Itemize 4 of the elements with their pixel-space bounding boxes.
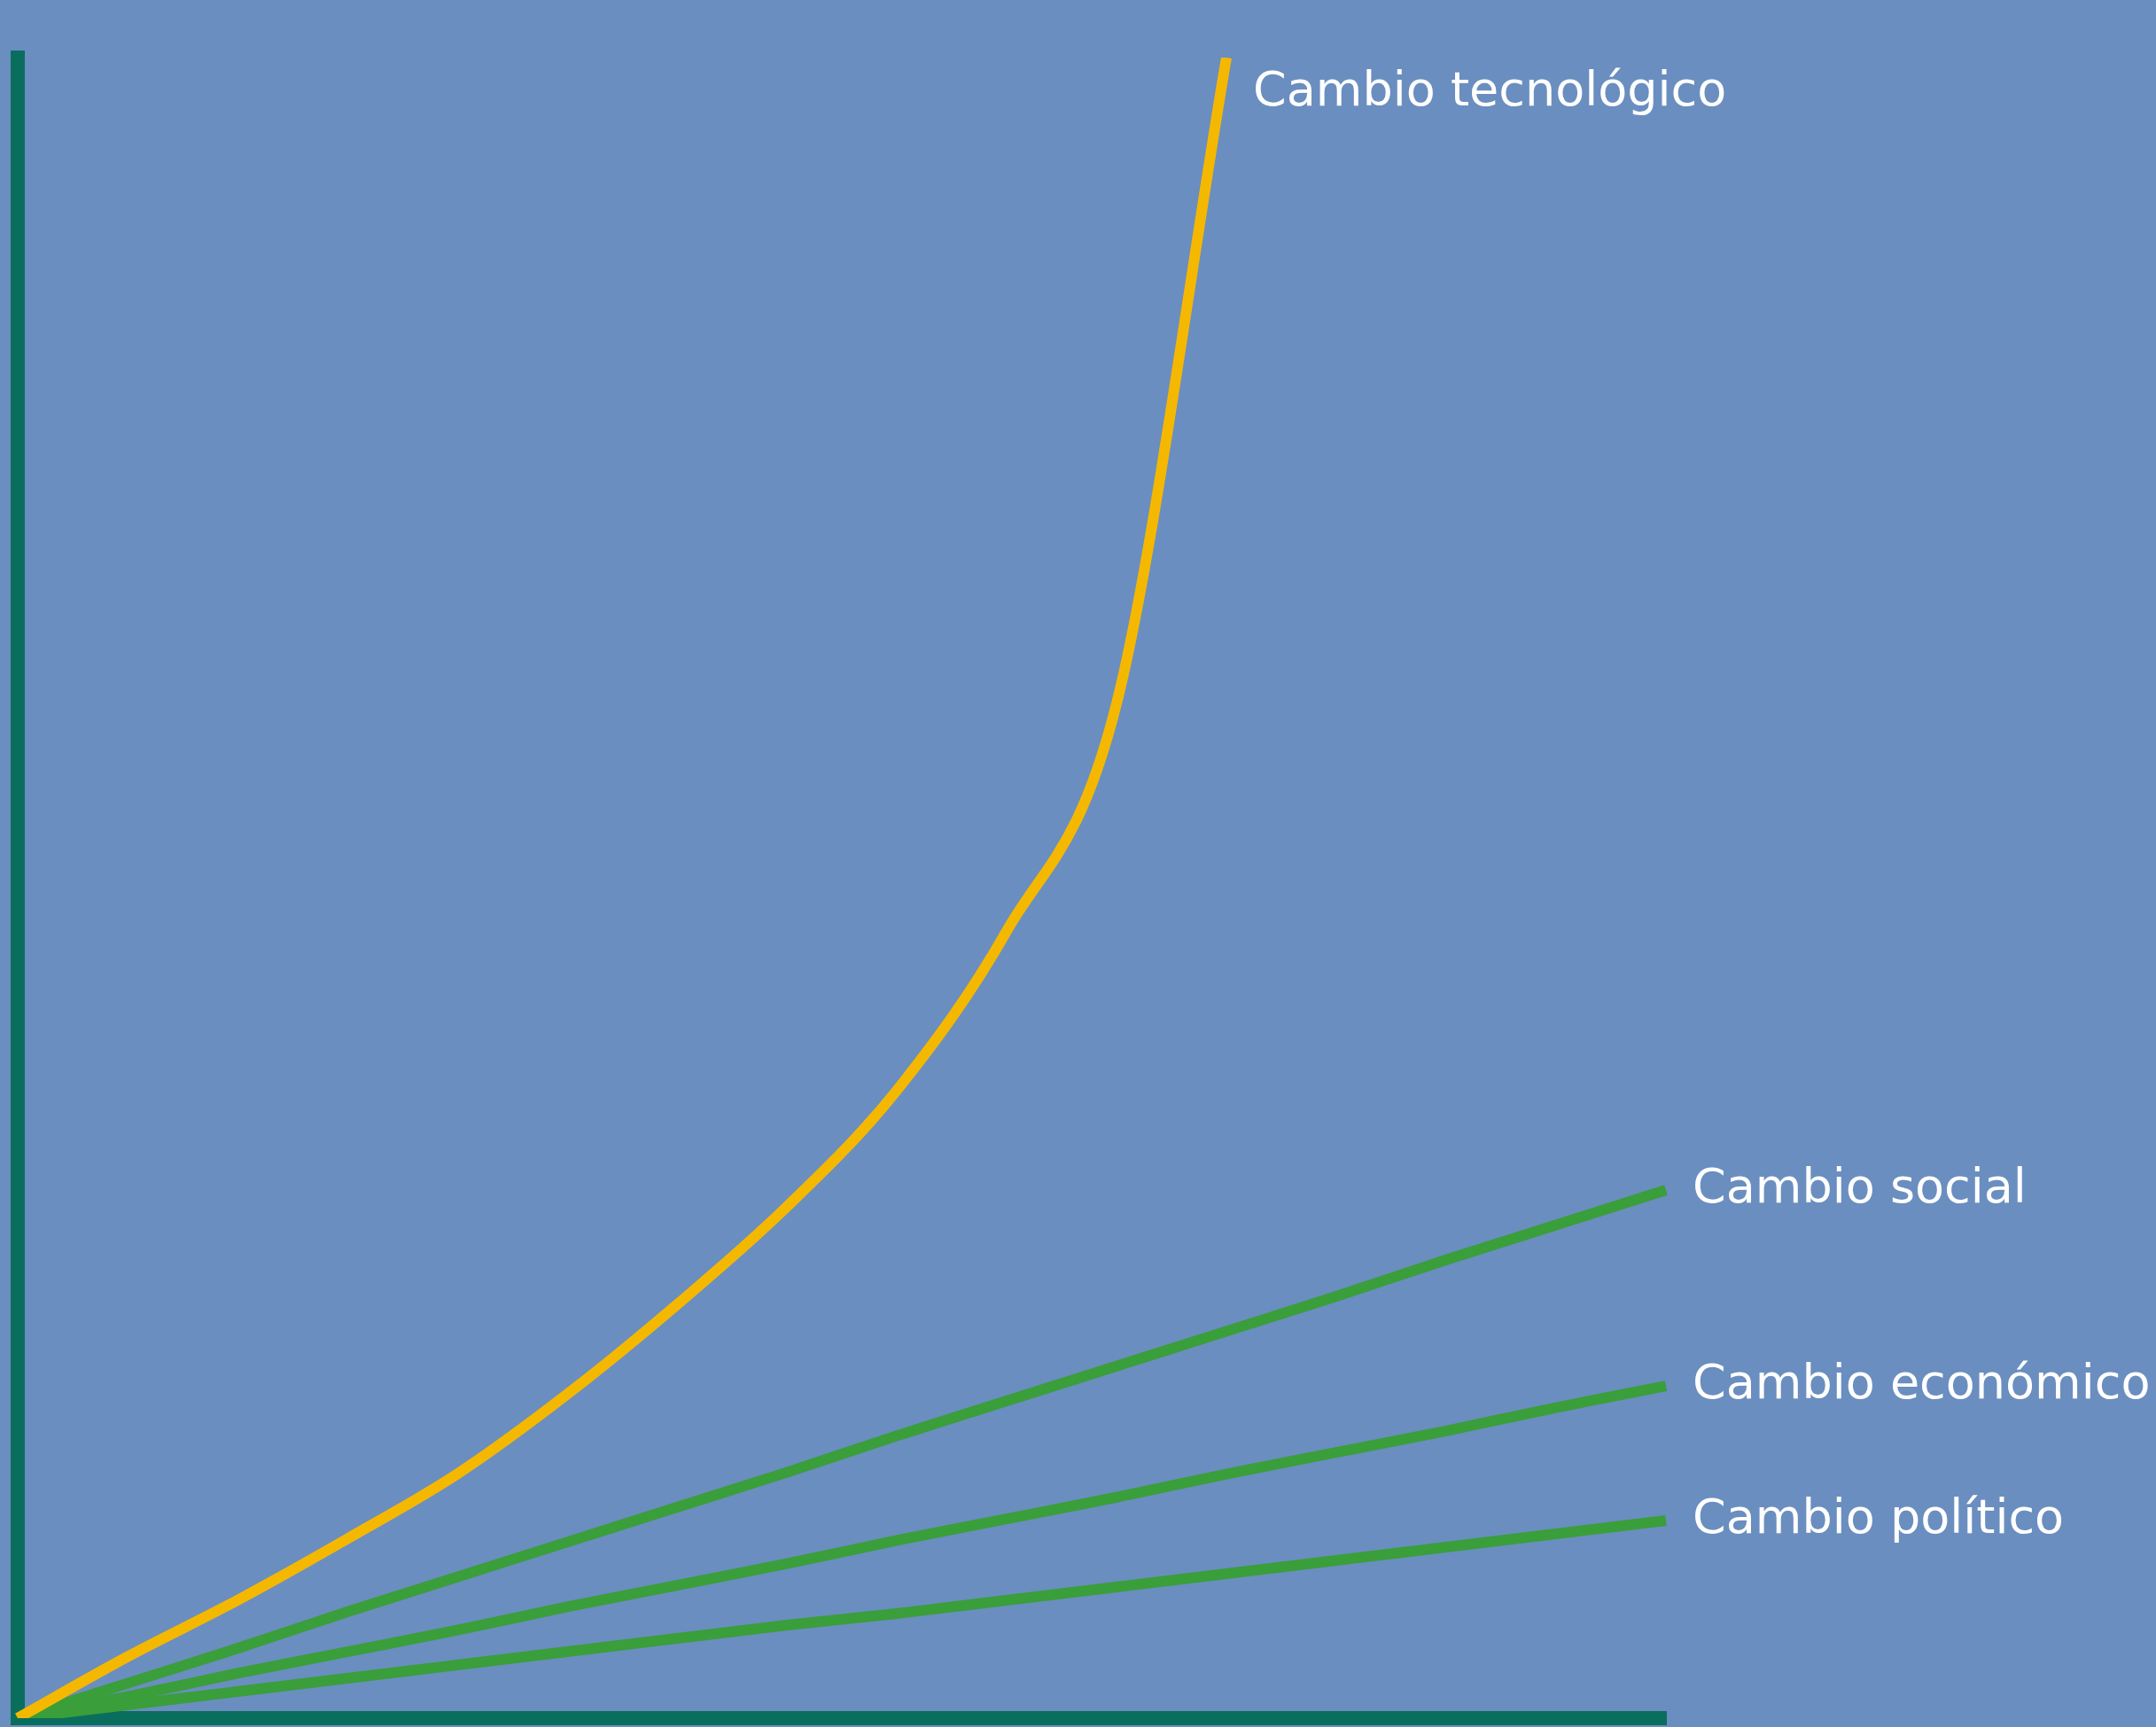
series-label: Cambio social — [1693, 1158, 2027, 1215]
series-label: Cambio político — [1693, 1489, 2065, 1545]
series-label: Cambio económico — [1693, 1354, 2151, 1411]
series-label: Cambio tecnológico — [1253, 61, 1727, 118]
